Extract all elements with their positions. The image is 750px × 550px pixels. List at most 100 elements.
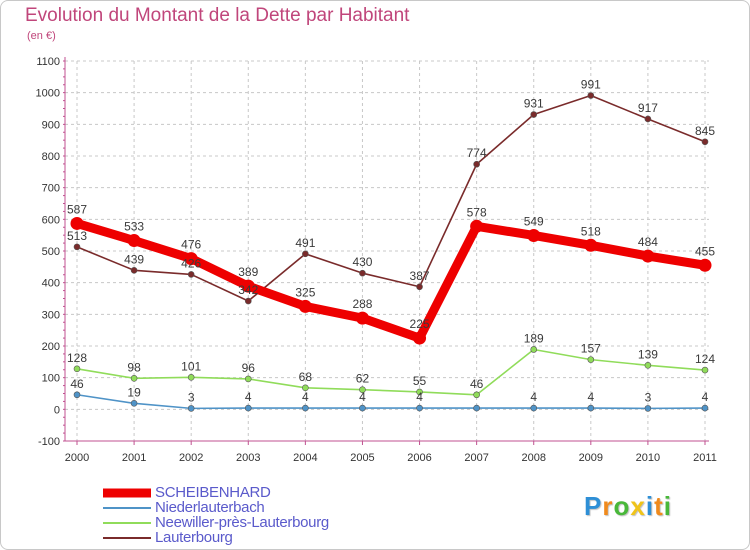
data-point-neewiller-pr-s-lauterbourg: [473, 391, 480, 399]
data-point-scheibenhard: [70, 216, 84, 230]
x-tick-label: 2000: [65, 452, 89, 464]
y-tick-label: 1100: [36, 56, 60, 68]
data-label-niederlauterbach: 4: [587, 390, 594, 404]
proxiti-logo: Proxiti: [584, 491, 672, 522]
data-point-niederlauterbach: [473, 404, 480, 412]
data-point-scheibenhard: [127, 234, 141, 248]
logo-letter: x: [630, 491, 646, 521]
data-label-scheibenhard: 587: [67, 202, 87, 216]
data-label-scheibenhard: 476: [181, 238, 201, 252]
data-point-niederlauterbach: [302, 404, 309, 412]
y-tick-label: 700: [42, 183, 60, 195]
legend-swatch-niederlauterbach: [103, 506, 151, 509]
data-point-scheibenhard: [527, 228, 541, 242]
logo-letter: P: [584, 491, 603, 521]
data-label-lauterbourg: 513: [67, 229, 87, 243]
data-label-lauterbourg: 845: [695, 124, 715, 138]
data-point-scheibenhard: [184, 252, 198, 266]
data-label-scheibenhard: 288: [352, 297, 372, 311]
data-point-neewiller-pr-s-lauterbourg: [587, 356, 595, 363]
x-tick-label: 2003: [236, 452, 260, 464]
data-label-lauterbourg: 342: [238, 283, 258, 297]
data-label-niederlauterbach: 3: [645, 390, 652, 404]
data-point-scheibenhard: [470, 219, 484, 233]
data-label-lauterbourg: 430: [352, 255, 372, 269]
legend-swatch-neewiller: [103, 521, 151, 524]
data-point-scheibenhard: [355, 311, 369, 325]
data-label-scheibenhard: 455: [695, 244, 715, 258]
data-label-neewiller-pr-s-lauterbourg: 124: [695, 352, 715, 366]
y-tick-label: 900: [42, 119, 60, 131]
data-point-scheibenhard: [241, 279, 255, 293]
data-label-niederlauterbach: 3: [188, 390, 195, 404]
x-tick-label: 2008: [521, 452, 545, 464]
data-label-neewiller-pr-s-lauterbourg: 46: [470, 377, 484, 391]
data-point-neewiller-pr-s-lauterbourg: [187, 374, 195, 381]
data-label-lauterbourg: 426: [181, 256, 201, 270]
y-tick-label: 200: [42, 341, 60, 353]
legend-label-neewiller: Neewiller-près-Lauterbourg: [155, 514, 329, 531]
x-tick-label: 2004: [293, 452, 317, 464]
data-point-lauterbourg: [587, 92, 595, 99]
data-point-scheibenhard: [413, 331, 427, 345]
data-point-niederlauterbach: [244, 404, 252, 412]
data-point-neewiller-pr-s-lauterbourg: [302, 384, 309, 392]
data-labels: 513 439 426 342 491 430 387 774 931 991 917 845 128 9…: [67, 78, 715, 405]
y-tick-label: 600: [42, 214, 60, 226]
legend-swatch-lauterbourg: [103, 536, 151, 539]
legend-label-niederlauterbach: Niederlauterbach: [155, 499, 265, 516]
data-point-niederlauterbach: [187, 405, 195, 412]
data-point-lauterbourg: [701, 138, 709, 146]
data-point-lauterbourg: [530, 111, 538, 118]
y-tick-label: 100: [42, 373, 60, 385]
data-label-neewiller-pr-s-lauterbourg: 62: [356, 372, 370, 386]
y-tick-label: 800: [42, 151, 60, 163]
data-label-neewiller-pr-s-lauterbourg: 101: [181, 359, 201, 373]
legend-label-scheibenhard: SCHEIBENHARD: [155, 484, 271, 501]
data-label-scheibenhard: 484: [638, 235, 658, 249]
data-label-scheibenhard: 389: [238, 265, 258, 279]
data-point-scheibenhard: [298, 299, 312, 313]
data-point-lauterbourg: [359, 269, 366, 277]
logo-letter: i: [645, 491, 655, 521]
data-label-niederlauterbach: 4: [702, 390, 709, 404]
data-point-neewiller-pr-s-lauterbourg: [130, 374, 138, 382]
x-tick-label: 2002: [179, 452, 203, 464]
data-label-lauterbourg: 387: [410, 269, 430, 283]
logo-letter: t: [654, 491, 664, 521]
data-label-lauterbourg: 774: [467, 146, 487, 160]
data-point-lauterbourg: [416, 283, 423, 291]
x-tick-label: 2001: [122, 452, 146, 464]
data-point-neewiller-pr-s-lauterbourg: [416, 388, 423, 396]
data-label-niederlauterbach: 4: [530, 390, 537, 404]
data-point-niederlauterbach: [701, 404, 709, 412]
data-point-lauterbourg: [130, 267, 138, 274]
y-tick-label: 1000: [36, 88, 60, 100]
x-tick-label: 2005: [350, 452, 374, 464]
data-label-niederlauterbach: 19: [127, 385, 141, 399]
y-tick-label: 400: [42, 278, 60, 290]
chart-title: Evolution du Montant de la Dette par Hab…: [25, 5, 410, 26]
data-point-niederlauterbach: [587, 404, 595, 412]
data-label-niederlauterbach: 4: [416, 390, 423, 404]
data-point-lauterbourg: [644, 115, 652, 123]
x-tick-label: 2006: [407, 452, 431, 464]
data-point-lauterbourg: [473, 160, 480, 168]
logo-letter: i: [663, 491, 672, 521]
data-label-lauterbourg: 931: [524, 97, 544, 111]
data-label-neewiller-pr-s-lauterbourg: 55: [413, 374, 427, 388]
data-label-scheibenhard: 533: [124, 220, 144, 234]
data-point-lauterbourg: [302, 250, 309, 258]
data-point-neewiller-pr-s-lauterbourg: [644, 362, 652, 369]
data-label-niederlauterbach: 46: [70, 377, 84, 391]
data-point-niederlauterbach: [644, 405, 652, 412]
data-point-niederlauterbach: [416, 404, 423, 412]
data-label-lauterbourg: 439: [124, 252, 144, 266]
x-tick-label: 2009: [579, 452, 603, 464]
data-point-niederlauterbach: [530, 404, 538, 412]
data-label-neewiller-pr-s-lauterbourg: 68: [299, 370, 313, 384]
logo-letter: r: [602, 491, 614, 521]
data-point-scheibenhard: [584, 238, 598, 252]
